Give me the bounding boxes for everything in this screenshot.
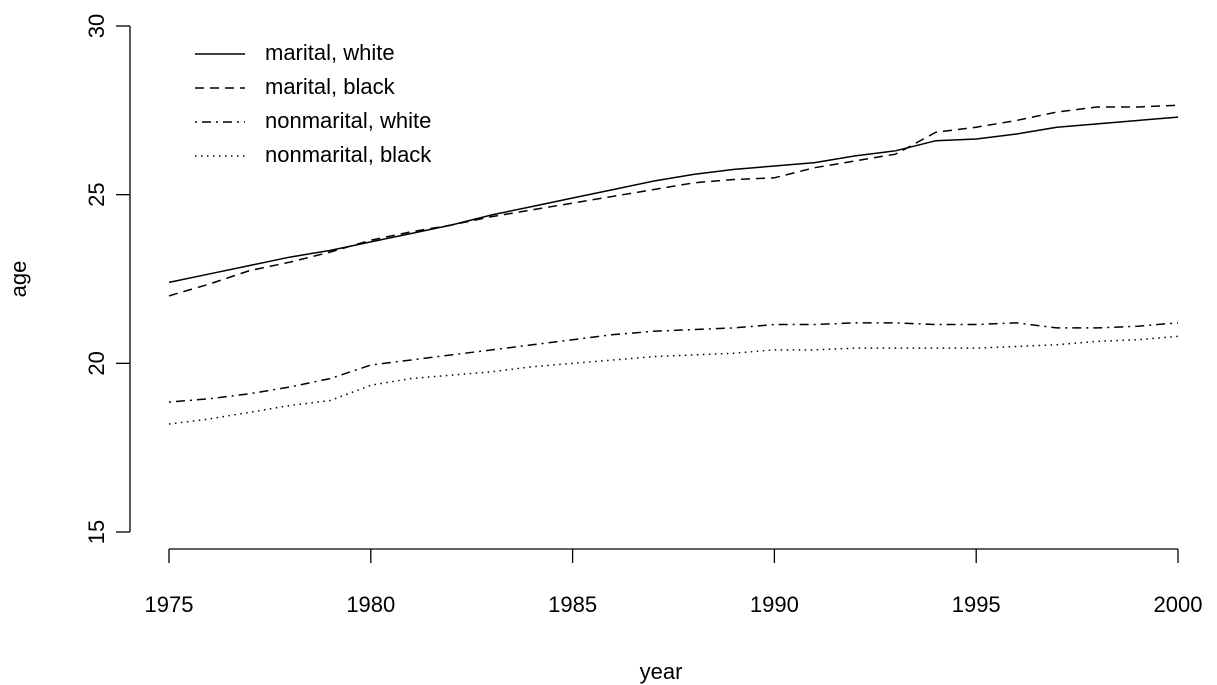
legend-label: nonmarital, white (265, 108, 431, 133)
data-line (168, 116, 1179, 284)
legend-label: marital, white (265, 40, 395, 65)
y-axis-label: age (6, 261, 31, 298)
x-tick-label: 1985 (548, 592, 597, 617)
data-line (168, 104, 1179, 297)
data-line (168, 322, 1179, 403)
y-tick-label: 20 (84, 351, 109, 375)
y-tick-label: 15 (84, 520, 109, 544)
legend-label: marital, black (265, 74, 396, 99)
y-tick-label: 25 (84, 182, 109, 206)
x-axis-label: year (640, 659, 683, 684)
data-line (168, 335, 1179, 425)
x-tick-label: 2000 (1154, 592, 1203, 617)
x-tick-label: 1990 (750, 592, 799, 617)
x-tick-label: 1980 (346, 592, 395, 617)
y-tick-label: 30 (84, 14, 109, 38)
x-tick-label: 1995 (952, 592, 1001, 617)
x-tick-label: 1975 (145, 592, 194, 617)
legend-label: nonmarital, black (265, 142, 432, 167)
